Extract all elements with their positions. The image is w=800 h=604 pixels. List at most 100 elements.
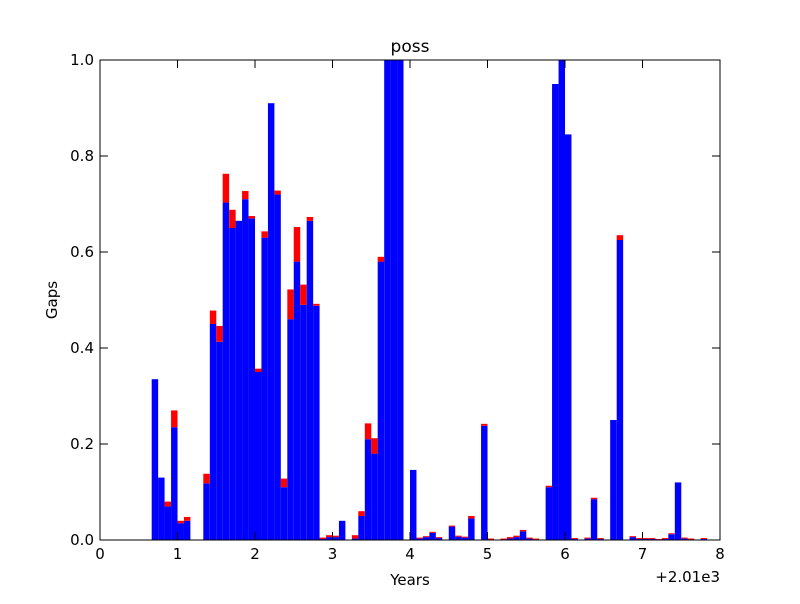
bar-blue	[668, 534, 674, 540]
bar-blue	[378, 262, 384, 540]
bar-red	[274, 191, 280, 195]
bar-red	[333, 536, 339, 537]
bar-red	[249, 216, 255, 218]
bar-blue	[675, 482, 681, 540]
x-tick-label: 5	[483, 545, 493, 563]
y-tick-label: 0.4	[70, 339, 94, 357]
bar-red	[597, 538, 603, 539]
bar-blue	[216, 342, 222, 540]
bar-blue	[300, 305, 306, 540]
bar-red	[261, 231, 267, 237]
bar-red	[223, 174, 229, 203]
bar-blue	[391, 60, 397, 540]
bar-red	[643, 538, 649, 539]
bar-blue	[242, 199, 248, 540]
bar-red	[688, 539, 694, 540]
bar-red	[416, 538, 422, 539]
bar-blue	[307, 221, 313, 540]
x-tick-label: 2	[250, 545, 260, 563]
bar-blue	[449, 527, 455, 540]
bar-red	[481, 424, 487, 426]
bar-blue	[294, 262, 300, 540]
bar-red	[255, 369, 261, 372]
bar-red	[520, 530, 526, 531]
bar-blue	[565, 134, 571, 540]
bar-red	[352, 535, 358, 538]
bar-red	[178, 521, 184, 523]
bar-red	[488, 539, 494, 540]
bar-blue	[236, 221, 242, 540]
bar-red	[591, 498, 597, 499]
bar-red	[649, 538, 655, 539]
bar-red	[500, 539, 506, 540]
bar-blue	[591, 499, 597, 540]
bar-red	[326, 535, 332, 537]
x-tick-label: 1	[173, 545, 183, 563]
y-tick-label: 0.0	[70, 531, 94, 549]
bar-red	[533, 539, 539, 540]
bar-blue	[617, 240, 623, 540]
bar-blue	[223, 203, 229, 540]
bar-red	[436, 537, 442, 538]
bar-blue	[468, 518, 474, 540]
bar-red	[281, 479, 287, 488]
bar-red	[468, 516, 474, 518]
bar-red	[449, 526, 455, 527]
bar-red	[507, 537, 513, 538]
bar-blue	[287, 319, 293, 540]
bar-blue	[429, 533, 435, 540]
bar-red	[636, 538, 642, 539]
bar-blue	[178, 523, 184, 540]
bar-red	[378, 257, 384, 262]
bar-red	[210, 311, 216, 324]
bar-red	[429, 532, 435, 533]
bar-red	[701, 538, 707, 539]
bar-red	[184, 517, 190, 521]
bar-red	[571, 538, 577, 539]
bar-blue	[249, 218, 255, 540]
bar-red	[307, 217, 313, 221]
bar-red	[617, 235, 623, 240]
bar-red	[165, 502, 171, 507]
bar-blue	[610, 420, 616, 540]
bar-blue	[546, 487, 552, 540]
bar-blue	[313, 306, 319, 540]
bar-red	[320, 538, 326, 539]
bar-blue	[481, 426, 487, 540]
bar-blue	[152, 379, 158, 540]
bar-red	[371, 438, 377, 453]
x-tick-label: 4	[405, 545, 415, 563]
bar-blue	[171, 427, 177, 540]
bar-red	[242, 191, 248, 199]
bar-blue	[455, 537, 461, 540]
bar-blue	[255, 372, 261, 540]
bar-blue	[520, 531, 526, 540]
bar-blue	[165, 506, 171, 540]
bar-blue	[210, 324, 216, 540]
plot-frame	[100, 60, 720, 540]
bar-red	[171, 410, 177, 427]
bar-red	[365, 423, 371, 439]
bar-blue	[552, 84, 558, 540]
x-tick-label: 7	[638, 545, 648, 563]
bar-red	[313, 304, 319, 306]
bar-blue	[559, 60, 565, 540]
bar-blue	[268, 103, 274, 540]
bar-red	[630, 536, 636, 537]
bar-red	[294, 227, 300, 262]
bar-blue	[397, 60, 403, 540]
bar-blue	[358, 516, 364, 540]
bar-red	[668, 533, 674, 534]
bar-red	[300, 285, 306, 305]
bar-red	[423, 536, 429, 537]
bar-blue	[281, 487, 287, 540]
y-axis-label: Gaps	[43, 281, 61, 319]
bar-blue	[365, 439, 371, 540]
x-axis-offset-text: +2.01e3	[655, 568, 720, 586]
y-tick-label: 0.2	[70, 435, 94, 453]
y-tick-label: 0.8	[70, 147, 94, 165]
bar-blue	[158, 478, 164, 540]
bar-red	[287, 289, 293, 319]
